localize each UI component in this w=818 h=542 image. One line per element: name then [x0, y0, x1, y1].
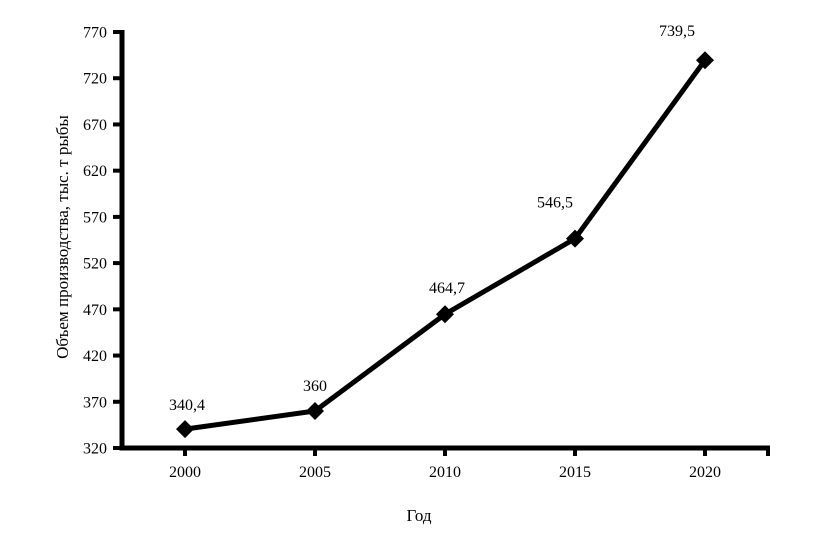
y-tick-label: 670 [83, 117, 107, 134]
y-tick-label: 320 [83, 441, 107, 458]
data-point-marker [306, 402, 324, 421]
x-tick-label: 2005 [299, 464, 331, 481]
x-tick-label: 2015 [559, 464, 591, 481]
data-point-marker [176, 420, 194, 439]
y-tick-label: 420 [83, 348, 107, 365]
series-line [184, 58, 708, 432]
y-tick-label: 470 [83, 302, 107, 319]
data-point-label: 739,5 [659, 23, 695, 40]
data-point-label: 340,4 [169, 397, 205, 414]
y-tick-label: 520 [83, 256, 107, 273]
y-tick-label: 770 [83, 25, 107, 42]
data-point-label: 360 [303, 378, 327, 395]
y-tick-label: 370 [83, 394, 107, 411]
y-axis-title: Объем производства, тыс. т рыбы [53, 115, 72, 359]
x-tick-label: 2000 [169, 464, 201, 481]
data-point-label: 464,7 [429, 280, 465, 297]
y-tick-label: 570 [83, 209, 107, 226]
y-tick-label: 620 [83, 163, 107, 180]
data-point-marker [696, 51, 714, 70]
x-tick-label: 2020 [689, 464, 721, 481]
data-point-marker [436, 305, 454, 324]
y-tick-label: 720 [83, 71, 107, 88]
x-tick-label: 2010 [429, 464, 461, 481]
x-axis-title: Год [406, 506, 432, 525]
data-point-label: 546,5 [537, 195, 573, 212]
data-point-marker [566, 229, 584, 248]
